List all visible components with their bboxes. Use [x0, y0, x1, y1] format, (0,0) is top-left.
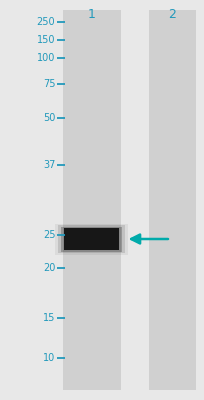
Bar	[148, 10, 195, 390]
Text: 25: 25	[43, 230, 55, 240]
Text: 2: 2	[167, 8, 175, 21]
Text: 100: 100	[37, 53, 55, 63]
Text: 1: 1	[87, 8, 95, 21]
Bar	[58, 225, 124, 253]
Text: 75: 75	[43, 79, 55, 89]
Text: 37: 37	[43, 160, 55, 170]
Bar	[55, 224, 127, 254]
Text: 15: 15	[43, 313, 55, 323]
Bar	[63, 10, 120, 390]
Text: 250: 250	[37, 17, 55, 27]
Text: 20: 20	[43, 263, 55, 273]
Bar	[61, 226, 121, 252]
Text: 10: 10	[43, 353, 55, 363]
Text: 150: 150	[37, 35, 55, 45]
Bar	[64, 228, 118, 250]
Text: 50: 50	[43, 113, 55, 123]
